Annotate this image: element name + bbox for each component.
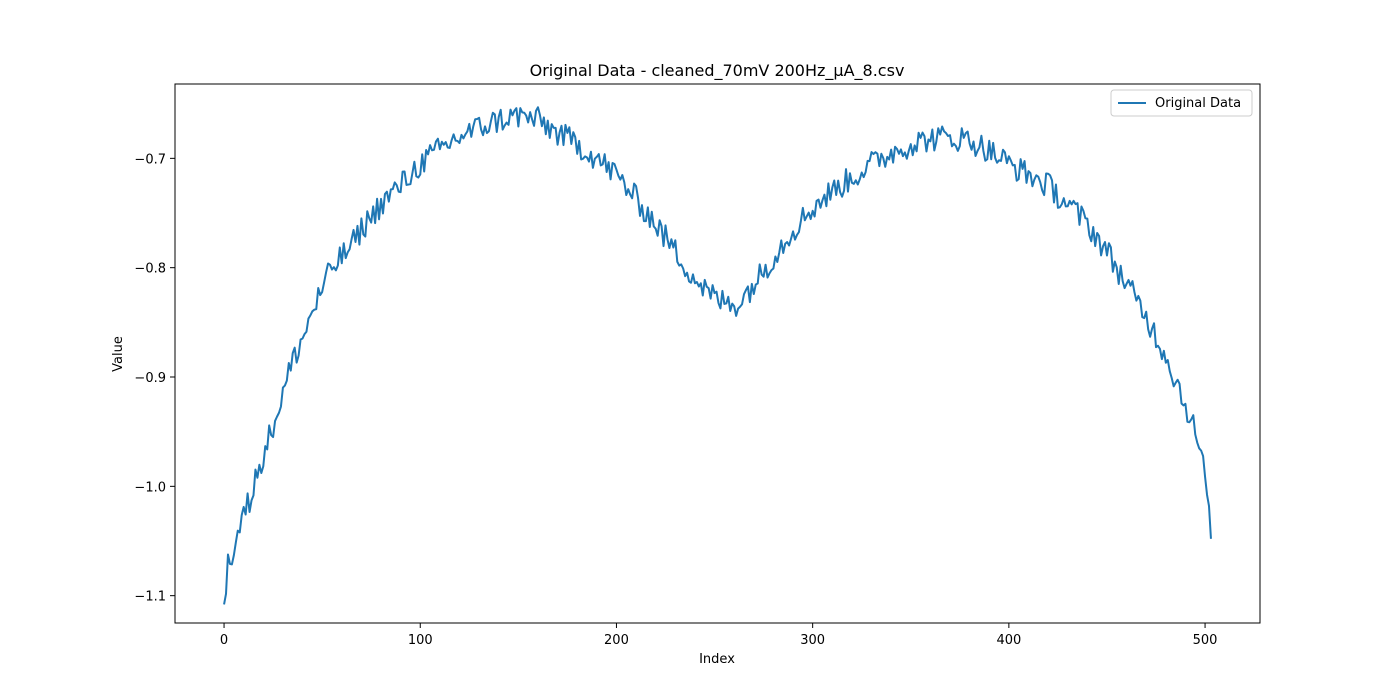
y-tick-label: −0.8 xyxy=(134,262,166,277)
plot-area xyxy=(174,83,1261,624)
y-axis-label: Value xyxy=(111,336,126,372)
x-tick-label: 0 xyxy=(220,633,228,648)
chart-title: Original Data - cleaned_70mV 200Hz_µA_8.… xyxy=(530,61,905,81)
x-tick-label: 100 xyxy=(408,633,433,648)
y-tick-label: −0.7 xyxy=(134,152,166,167)
y-tick-label: −1.0 xyxy=(134,480,166,495)
legend: Original Data xyxy=(1110,89,1253,117)
legend-box xyxy=(1110,89,1253,117)
y-tick-label: −1.1 xyxy=(134,590,166,605)
x-tick-label: 400 xyxy=(996,633,1021,648)
x-tick-label: 200 xyxy=(604,633,629,648)
x-axis-label: Index xyxy=(699,652,735,667)
axes-frame xyxy=(174,83,1261,624)
x-axis: 0 100 200 300 400 500 xyxy=(220,623,1218,648)
y-tick-label: −0.9 xyxy=(134,371,166,386)
legend-entry-original-data: Original Data xyxy=(1155,96,1241,111)
x-tick-label: 500 xyxy=(1193,633,1218,648)
series-line-original-data xyxy=(223,106,1212,605)
x-tick-label: 300 xyxy=(800,633,825,648)
y-axis: −1.1 −1.0 −0.9 −0.8 −0.7 xyxy=(134,152,175,605)
